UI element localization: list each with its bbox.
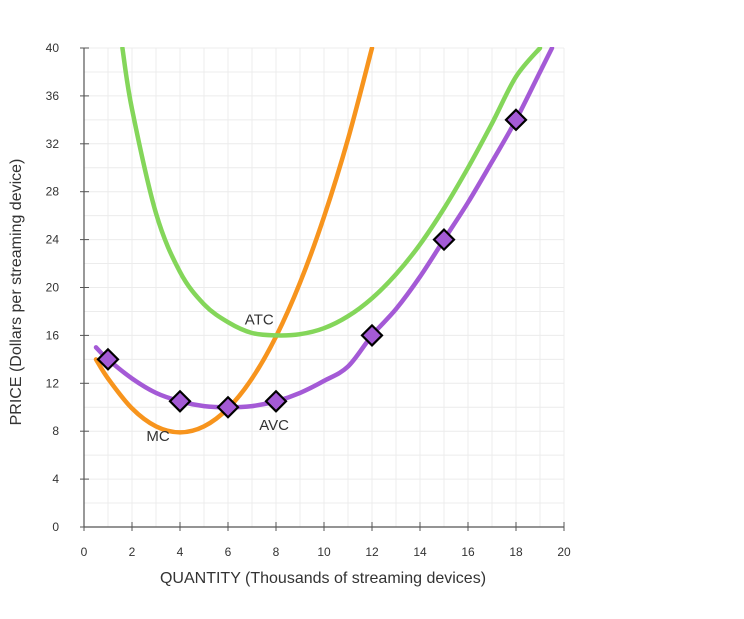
x-tick-label: 0 (81, 545, 88, 559)
x-tick-label: 16 (461, 545, 475, 559)
y-tick-label: 28 (46, 185, 60, 199)
x-tick-label: 10 (317, 545, 331, 559)
y-axis-title: PRICE (Dollars per streaming device) (8, 159, 25, 426)
avc-curve (93, 47, 555, 410)
data-markers (96, 108, 528, 419)
atc-curve (120, 47, 543, 338)
x-tick-label: 14 (413, 545, 427, 559)
x-tick-label: 18 (509, 545, 523, 559)
avc-data-point-diamond (264, 389, 288, 413)
x-axis-title: QUANTITY (Thousands of streaming devices… (160, 570, 486, 587)
x-tick-label: 6 (225, 545, 232, 559)
avc-data-point-diamond (168, 389, 192, 413)
grid-lines (84, 47, 565, 527)
avc-data-point-diamond (216, 395, 240, 419)
y-tick-label: 16 (46, 328, 60, 342)
y-tick-label: 12 (46, 376, 60, 390)
avc-curve-label: AVC (259, 417, 289, 434)
x-tick-label: 8 (273, 545, 280, 559)
atc-curve-label: ATC (245, 312, 274, 329)
axes (80, 47, 565, 531)
y-tick-label: 36 (46, 89, 60, 103)
curve-labels: ATC AVC MC (146, 312, 289, 445)
avc-data-point-diamond (432, 228, 456, 252)
y-tick-label: 40 (46, 41, 60, 55)
x-tick-label: 12 (365, 545, 379, 559)
x-tick-label: 2 (129, 545, 136, 559)
avc-data-point-diamond (360, 323, 384, 347)
x-tick-label: 4 (177, 545, 184, 559)
avc-data-point-diamond (504, 108, 528, 132)
mc-curve (93, 47, 375, 435)
avc-data-point-diamond (96, 347, 120, 371)
y-tick-label: 20 (46, 281, 60, 295)
y-tick-label: 0 (52, 520, 59, 534)
y-tick-label: 32 (46, 137, 60, 151)
y-tick-label: 24 (46, 233, 60, 247)
y-tick-label: 4 (52, 472, 59, 486)
y-tick-label: 8 (52, 424, 59, 438)
x-tick-label: 20 (557, 545, 571, 559)
mc-curve-label: MC (146, 428, 169, 445)
